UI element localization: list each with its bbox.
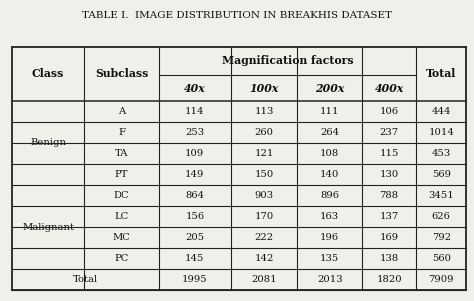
Text: 3451: 3451: [428, 191, 454, 200]
Text: 137: 137: [380, 212, 399, 221]
Text: 200x: 200x: [315, 82, 344, 94]
Text: Malignant: Malignant: [22, 223, 74, 232]
Text: Magnification factors: Magnification factors: [222, 55, 353, 67]
Text: 108: 108: [320, 149, 339, 158]
Text: 453: 453: [432, 149, 451, 158]
Text: DC: DC: [114, 191, 129, 200]
Text: 560: 560: [432, 254, 451, 263]
Text: 2081: 2081: [251, 275, 277, 284]
Text: 444: 444: [431, 107, 451, 116]
Text: 142: 142: [255, 254, 273, 263]
Text: Total: Total: [426, 68, 456, 79]
Text: 1820: 1820: [376, 275, 402, 284]
Text: 196: 196: [320, 233, 339, 242]
Text: 253: 253: [185, 128, 204, 137]
Text: 903: 903: [255, 191, 273, 200]
Text: PT: PT: [115, 170, 128, 179]
Text: A: A: [118, 107, 125, 116]
Text: 1014: 1014: [428, 128, 454, 137]
Text: 264: 264: [320, 128, 339, 137]
Text: 169: 169: [380, 233, 399, 242]
Text: 7909: 7909: [428, 275, 454, 284]
Text: 145: 145: [185, 254, 204, 263]
Text: 626: 626: [432, 212, 451, 221]
Text: LC: LC: [114, 212, 129, 221]
Text: 400x: 400x: [374, 82, 404, 94]
Text: F: F: [118, 128, 125, 137]
Text: 150: 150: [255, 170, 273, 179]
Text: 788: 788: [380, 191, 399, 200]
Text: 113: 113: [255, 107, 273, 116]
Text: 130: 130: [380, 170, 399, 179]
Text: 237: 237: [380, 128, 399, 137]
Text: 569: 569: [432, 170, 451, 179]
Text: MC: MC: [113, 233, 130, 242]
Text: 135: 135: [320, 254, 339, 263]
Text: 1995: 1995: [182, 275, 208, 284]
Text: 792: 792: [432, 233, 451, 242]
Text: Benign: Benign: [30, 138, 66, 147]
Text: 260: 260: [255, 128, 273, 137]
Text: Class: Class: [32, 68, 64, 79]
Text: 109: 109: [185, 149, 204, 158]
Text: 205: 205: [185, 233, 204, 242]
Text: 138: 138: [380, 254, 399, 263]
Text: 100x: 100x: [249, 82, 279, 94]
Text: TA: TA: [115, 149, 128, 158]
Text: 163: 163: [320, 212, 339, 221]
Text: 115: 115: [380, 149, 399, 158]
Text: 114: 114: [185, 107, 205, 116]
Text: 864: 864: [185, 191, 204, 200]
Text: 140: 140: [320, 170, 339, 179]
Text: 149: 149: [185, 170, 204, 179]
Text: 121: 121: [255, 149, 273, 158]
Text: PC: PC: [114, 254, 129, 263]
Text: Subclass: Subclass: [95, 68, 148, 79]
Text: TABLE I.  IMAGE DISTRIBUTION IN BREAKHIS DATASET: TABLE I. IMAGE DISTRIBUTION IN BREAKHIS …: [82, 11, 392, 20]
Text: 111: 111: [320, 107, 339, 116]
Text: 2013: 2013: [317, 275, 343, 284]
Text: Total: Total: [73, 275, 98, 284]
Text: 896: 896: [320, 191, 339, 200]
Text: 156: 156: [185, 212, 204, 221]
Text: 222: 222: [255, 233, 273, 242]
Text: 170: 170: [255, 212, 273, 221]
Text: 40x: 40x: [184, 82, 206, 94]
Text: 106: 106: [380, 107, 399, 116]
